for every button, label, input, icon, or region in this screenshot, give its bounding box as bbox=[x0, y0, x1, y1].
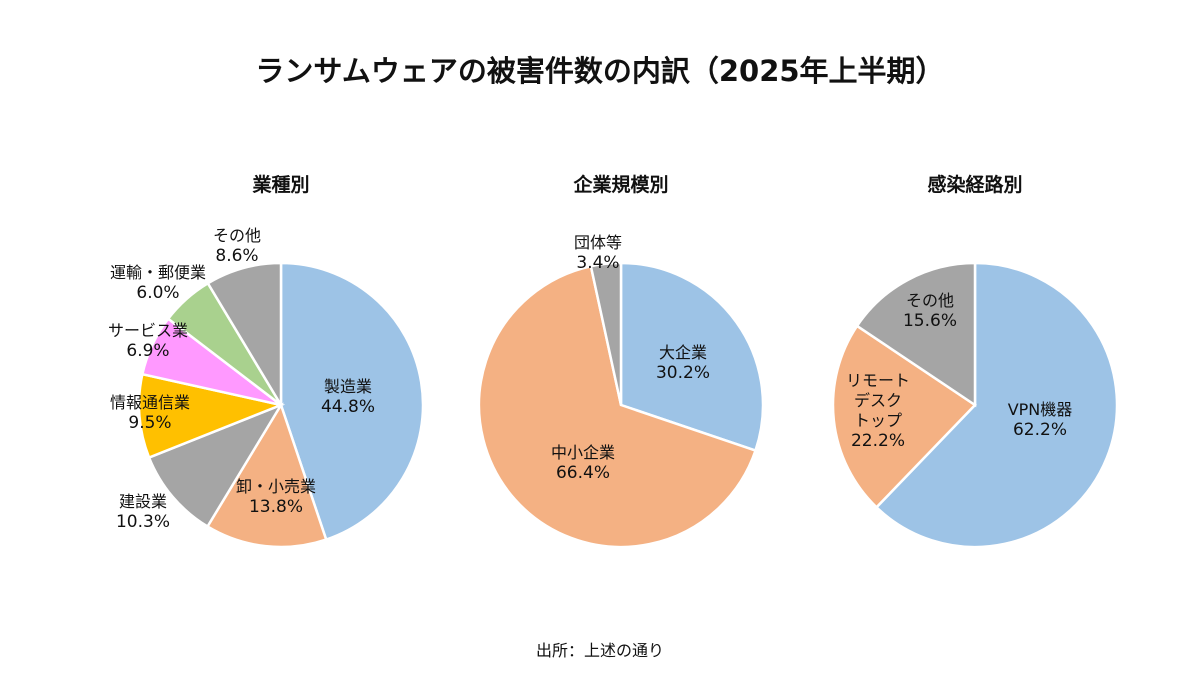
slice-label-value: 6.0% bbox=[136, 283, 180, 303]
slice-label-name: 団体等 bbox=[573, 233, 623, 252]
slice-label-name: サービス業 bbox=[107, 321, 189, 340]
slice-label-value: 9.5% bbox=[128, 413, 172, 433]
slice-label: サービス業 6.9% bbox=[108, 321, 188, 361]
slice-label-value: 3.4% bbox=[576, 253, 620, 273]
slice-label-value: 15.6% bbox=[902, 311, 958, 331]
slice-label-name: 情報通信業 bbox=[109, 393, 191, 412]
pie-slice bbox=[589, 261, 623, 406]
slice-label-value: 8.6% bbox=[215, 246, 259, 266]
slice-label-value: 30.2% bbox=[655, 363, 711, 383]
slice-label: 卸・小売業 13.8% bbox=[236, 477, 316, 517]
slice-label-name: VPN機器 bbox=[1007, 400, 1073, 419]
slice-label-value: 66.4% bbox=[555, 463, 611, 483]
slice-label-value: 10.3% bbox=[115, 512, 171, 532]
pie-slice bbox=[874, 261, 1119, 549]
pie-slice bbox=[137, 372, 286, 460]
slice-label-name: 卸・小売業 bbox=[235, 477, 317, 496]
pie-slice bbox=[619, 261, 765, 453]
pie-slice bbox=[147, 402, 284, 529]
pie-slice bbox=[831, 324, 977, 510]
slice-label: 運輸・郵便業 6.0% bbox=[110, 263, 206, 303]
slice-label: 情報通信業 9.5% bbox=[110, 393, 190, 433]
slice-label-value: 62.2% bbox=[1012, 420, 1068, 440]
slice-label-name: 製造業 bbox=[323, 377, 373, 396]
slice-label-value: 6.9% bbox=[126, 341, 170, 361]
pie-slice bbox=[855, 261, 977, 408]
slice-label: リモート デスク トップ 22.2% bbox=[846, 371, 910, 451]
pie-slice bbox=[477, 264, 758, 549]
slice-label-name: その他 bbox=[905, 291, 955, 310]
slice-label-value: 22.2% bbox=[850, 431, 906, 451]
slice-label-name: その他 bbox=[212, 226, 262, 245]
slice-label-name: 大企業 bbox=[658, 343, 708, 362]
slice-label-name: リモート デスク トップ bbox=[845, 371, 911, 430]
slice-label-value: 13.8% bbox=[248, 497, 304, 517]
pie-title-infection-route: 感染経路別 bbox=[927, 174, 1023, 196]
slice-label: VPN機器 62.2% bbox=[1008, 400, 1073, 440]
pie-slice bbox=[205, 402, 328, 549]
slice-label: その他 15.6% bbox=[903, 291, 957, 331]
slice-label-name: 中小企業 bbox=[550, 443, 616, 462]
chart-title: ランサムウェアの被害件数の内訳（2025年上半期） bbox=[255, 54, 945, 88]
slice-label: その他 8.6% bbox=[213, 226, 261, 266]
pie-slice bbox=[206, 261, 283, 410]
pie-slice bbox=[279, 261, 425, 542]
slice-label: 建設業 10.3% bbox=[116, 492, 170, 532]
slice-label: 中小企業 66.4% bbox=[551, 443, 615, 483]
slice-label: 製造業 44.8% bbox=[321, 377, 375, 417]
slice-label-name: 建設業 bbox=[118, 492, 168, 511]
slice-label: 団体等 3.4% bbox=[574, 233, 622, 273]
slice-label-name: 運輸・郵便業 bbox=[109, 263, 207, 282]
slice-label-value: 44.8% bbox=[320, 397, 376, 417]
pie-title-industry: 業種別 bbox=[252, 174, 310, 196]
slice-label: 大企業 30.2% bbox=[656, 343, 710, 383]
pie-title-company-size: 企業規模別 bbox=[573, 174, 669, 196]
source-note: 出所：上述の通り bbox=[535, 641, 664, 660]
